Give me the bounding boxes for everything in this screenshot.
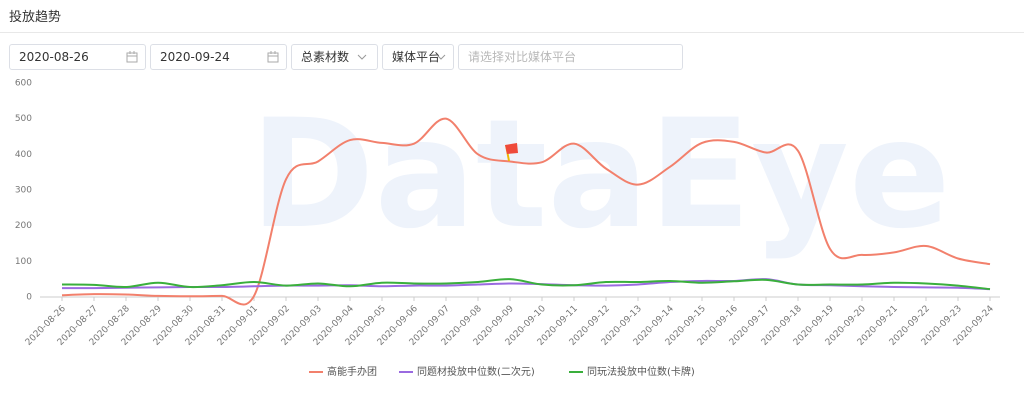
watermark: DataEye — [250, 88, 951, 262]
legend-text: 同题材投放中位数(二次元) — [417, 365, 535, 378]
legend-text: 同玩法投放中位数(卡牌) — [587, 365, 695, 378]
platform-label: 媒体平台 — [392, 50, 441, 64]
metric-label: 总素材数 — [301, 50, 350, 64]
series-line — [61, 117, 991, 306]
chevron-icon — [357, 54, 367, 60]
end-date: 2020-09-24 — [160, 50, 230, 64]
chart: DataEye 01002003004005006002020-08-26202… — [15, 79, 1000, 378]
start-date: 2020-08-26 — [19, 50, 89, 64]
y-tick-label: 600 — [15, 79, 32, 89]
y-tick-label: 200 — [15, 221, 32, 231]
series-line — [61, 278, 991, 291]
flag-icon — [505, 143, 518, 162]
section-title: 投放趋势 — [9, 10, 62, 25]
y-tick-label: 400 — [15, 150, 32, 160]
legend-text: 高能手办团 — [327, 365, 377, 378]
y-tick-label: 300 — [15, 186, 32, 196]
y-tick-label: 0 — [26, 293, 32, 303]
platform-select[interactable]: 媒体平台 — [382, 44, 454, 70]
compare-platform-select[interactable]: 请选择对比媒体平台 — [458, 44, 683, 70]
calendar-icon — [267, 51, 279, 63]
compare-placeholder: 请选择对比媒体平台 — [468, 50, 577, 64]
start-date-picker[interactable]: 2020-08-26 — [9, 44, 146, 70]
chevron-icon — [436, 54, 446, 60]
y-tick-label: 100 — [15, 257, 32, 267]
divider — [0, 32, 1024, 33]
calendar-icon — [126, 51, 138, 63]
end-date-picker[interactable]: 2020-09-24 — [150, 44, 287, 70]
y-tick-label: 500 — [15, 114, 32, 124]
metric-select[interactable]: 总素材数 — [291, 44, 378, 70]
